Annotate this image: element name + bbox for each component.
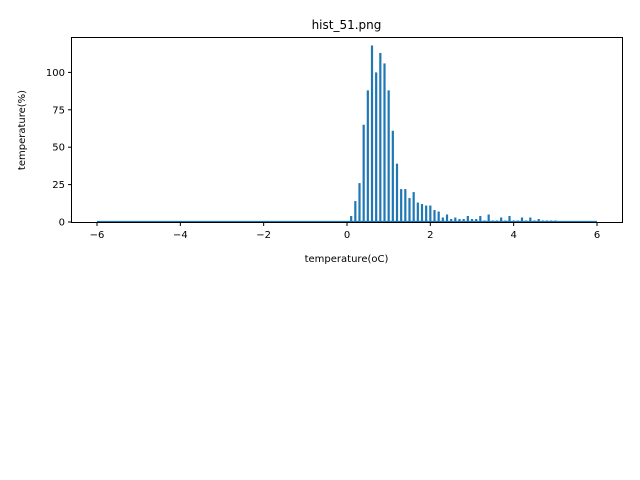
x-tick-label: 2 — [427, 230, 433, 241]
histogram-bar — [408, 198, 411, 222]
histogram-bar — [495, 220, 499, 222]
histogram-bar — [516, 220, 519, 222]
y-axis-ticks: 0 25 50 75 100 — [46, 68, 72, 229]
x-tick-label: 4 — [510, 230, 516, 241]
histogram-bar — [416, 202, 419, 222]
histogram-bar — [429, 205, 432, 222]
y-axis-label: temperature(%) — [17, 90, 28, 170]
histogram-bar — [520, 217, 524, 222]
histogram-bar — [383, 63, 386, 223]
x-tick-label: −6 — [90, 230, 105, 241]
x-tick-label: 0 — [344, 230, 350, 241]
histogram-bar — [445, 214, 449, 222]
histogram-bar — [483, 220, 486, 222]
histogram-bar — [504, 220, 507, 222]
histogram-bar — [391, 130, 394, 222]
histogram-bar — [537, 219, 540, 222]
histogram-bar — [395, 163, 399, 222]
histogram-bar — [462, 219, 465, 222]
histogram-bar — [441, 217, 444, 222]
histogram-bar — [387, 90, 390, 222]
histogram-bar — [433, 210, 436, 222]
x-tick-label: −4 — [173, 230, 188, 241]
histogram-bar — [450, 219, 453, 222]
histogram-bar — [362, 124, 365, 222]
histogram-bar — [525, 220, 528, 222]
histogram-bar — [508, 216, 511, 222]
histogram-bar — [554, 220, 557, 222]
histogram-bar — [470, 219, 474, 222]
histogram-bar — [350, 216, 353, 222]
histogram-bar — [437, 211, 440, 222]
y-tick-label: 0 — [59, 218, 65, 229]
histogram-bar — [366, 90, 369, 222]
y-tick-label: 50 — [52, 143, 65, 154]
x-axis-label: temperature(oC) — [305, 254, 389, 265]
histogram-bar — [512, 220, 515, 222]
histogram-bar — [454, 217, 457, 222]
x-axis-ticks: −6 −4 −2 0 2 4 6 — [90, 222, 600, 241]
histogram-bar — [400, 189, 403, 222]
y-tick-label: 75 — [52, 105, 65, 116]
histogram-bar — [412, 192, 415, 222]
histogram-bar — [475, 219, 478, 222]
x-tick-label: −2 — [256, 230, 271, 241]
histogram-bar — [425, 205, 428, 222]
y-tick-label: 25 — [52, 180, 65, 191]
histogram-bar — [354, 201, 357, 222]
histogram-bar — [379, 52, 382, 223]
histogram-bar — [358, 183, 361, 222]
histogram-bar — [370, 45, 374, 223]
histogram-bar — [550, 220, 553, 222]
histogram-bar — [541, 220, 544, 222]
y-tick-label: 100 — [46, 68, 65, 79]
chart-title: hist_51.png — [312, 18, 382, 32]
histogram-bar — [529, 217, 532, 222]
histogram-bar — [479, 216, 482, 222]
histogram-bar — [466, 216, 469, 222]
histogram-bar — [533, 220, 536, 222]
histogram-bar — [545, 220, 549, 222]
bars-group — [97, 45, 597, 223]
histogram-bar — [491, 220, 494, 222]
x-tick-label: 6 — [594, 230, 600, 241]
histogram-bar — [458, 219, 461, 222]
histogram-bar — [420, 204, 424, 222]
histogram-bar — [487, 214, 490, 222]
histogram-bar — [404, 189, 407, 222]
histogram-bar — [375, 72, 378, 222]
histogram-bar — [500, 217, 503, 222]
